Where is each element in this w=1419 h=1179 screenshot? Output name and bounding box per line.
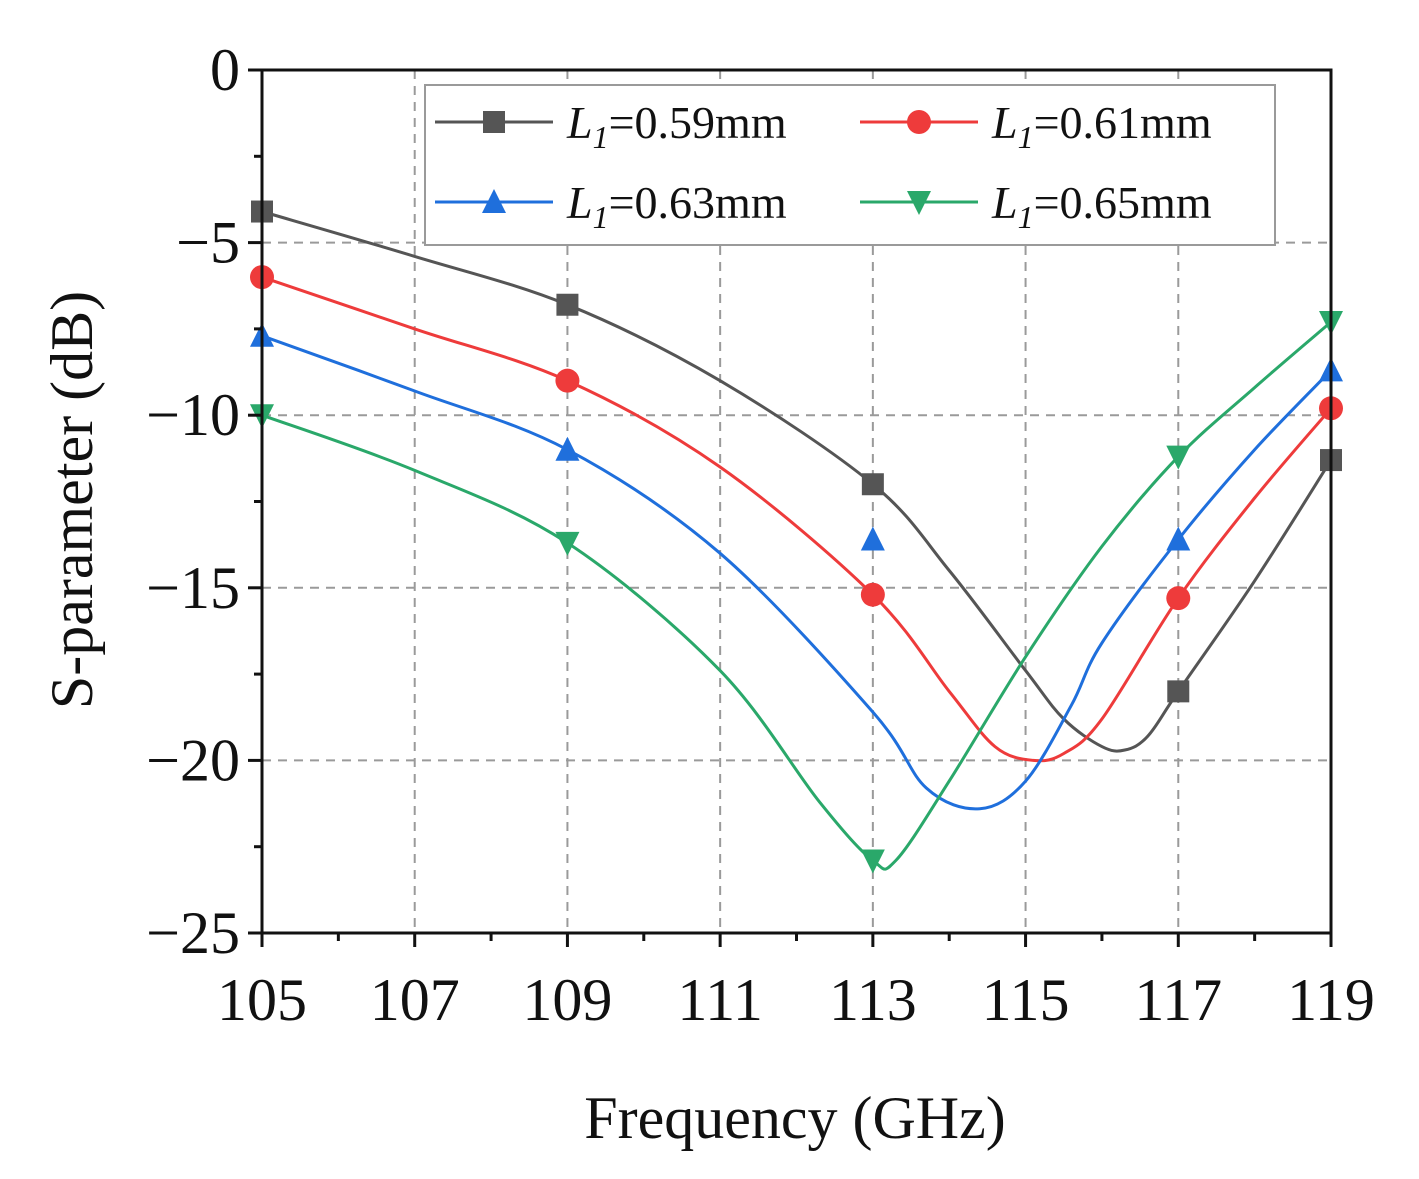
legend-entry: L1=0.65mm — [860, 177, 1212, 235]
legend-label: L1=0.61mm — [991, 97, 1212, 155]
y-tick-labels: 0 −5 −10 −15 −20 −25 — [146, 37, 240, 966]
series-0 — [251, 200, 1342, 753]
x-tick-label: 115 — [982, 967, 1070, 1033]
y-tick-label: −10 — [146, 382, 240, 448]
data-point — [860, 849, 885, 874]
legend: L1=0.59mm L1=0.61mm L1=0.63mm L1=0.65mm — [424, 84, 1276, 246]
data-point — [555, 436, 580, 461]
data-point — [860, 526, 885, 551]
data-point — [861, 473, 884, 496]
y-tick-label: −5 — [176, 210, 240, 276]
y-tick-label: −15 — [146, 555, 240, 621]
legend-label: L1=0.59mm — [566, 97, 787, 155]
data-point — [555, 531, 580, 556]
axis-ticks — [248, 68, 1333, 947]
plot-series — [250, 200, 1343, 874]
data-point — [1166, 586, 1191, 611]
data-point — [860, 582, 885, 607]
x-tick-labels: 105 107 109 111 113 115 117 119 — [217, 967, 1375, 1033]
x-tick-label: 117 — [1134, 967, 1222, 1033]
y-tick-label: 0 — [210, 37, 240, 103]
data-point — [556, 293, 579, 316]
legend-box — [424, 84, 1276, 246]
x-axis-title: Frequency (GHz) — [584, 1085, 1006, 1151]
legend-entry: L1=0.61mm — [860, 97, 1212, 155]
series-line — [261, 334, 1333, 811]
x-tick-label: 119 — [1287, 967, 1375, 1033]
x-tick-label: 105 — [217, 967, 307, 1033]
legend-marker — [907, 191, 931, 215]
series-line — [261, 210, 1333, 753]
x-tick-label: 113 — [829, 967, 917, 1033]
legend-marker — [483, 111, 505, 133]
data-point — [555, 368, 580, 393]
legend-label: L1=0.65mm — [991, 177, 1212, 235]
legend-label: L1=0.63mm — [566, 177, 787, 235]
x-tick-label: 109 — [522, 967, 612, 1033]
series-1 — [250, 265, 1343, 763]
legend-marker — [482, 189, 506, 213]
x-tick-label: 107 — [370, 967, 460, 1033]
y-tick-label: −25 — [146, 900, 240, 966]
data-point — [1167, 680, 1190, 703]
y-tick-label: −20 — [146, 727, 240, 793]
data-point — [1166, 445, 1191, 470]
y-axis-title: S-parameter (dB) — [39, 291, 105, 709]
legend-marker — [907, 110, 931, 134]
legend-entry: L1=0.59mm — [435, 97, 787, 155]
data-point — [1166, 526, 1191, 551]
x-tick-label: 111 — [677, 967, 763, 1033]
legend-entry: L1=0.63mm — [435, 177, 787, 235]
